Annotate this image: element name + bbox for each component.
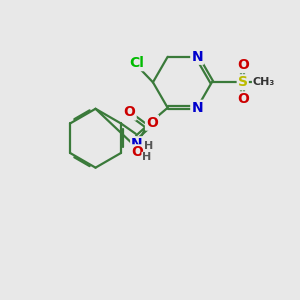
Text: N: N <box>131 137 143 151</box>
Text: CH₃: CH₃ <box>253 77 275 87</box>
Text: N: N <box>191 50 203 64</box>
Text: H: H <box>142 152 151 162</box>
Text: O: O <box>237 58 249 72</box>
Text: O: O <box>237 92 249 106</box>
Text: O: O <box>124 106 136 119</box>
Text: Cl: Cl <box>129 56 144 70</box>
Text: N: N <box>191 101 203 115</box>
Text: S: S <box>238 75 248 89</box>
Text: O: O <box>131 146 143 159</box>
Text: H: H <box>144 141 153 151</box>
Text: O: O <box>146 116 158 130</box>
